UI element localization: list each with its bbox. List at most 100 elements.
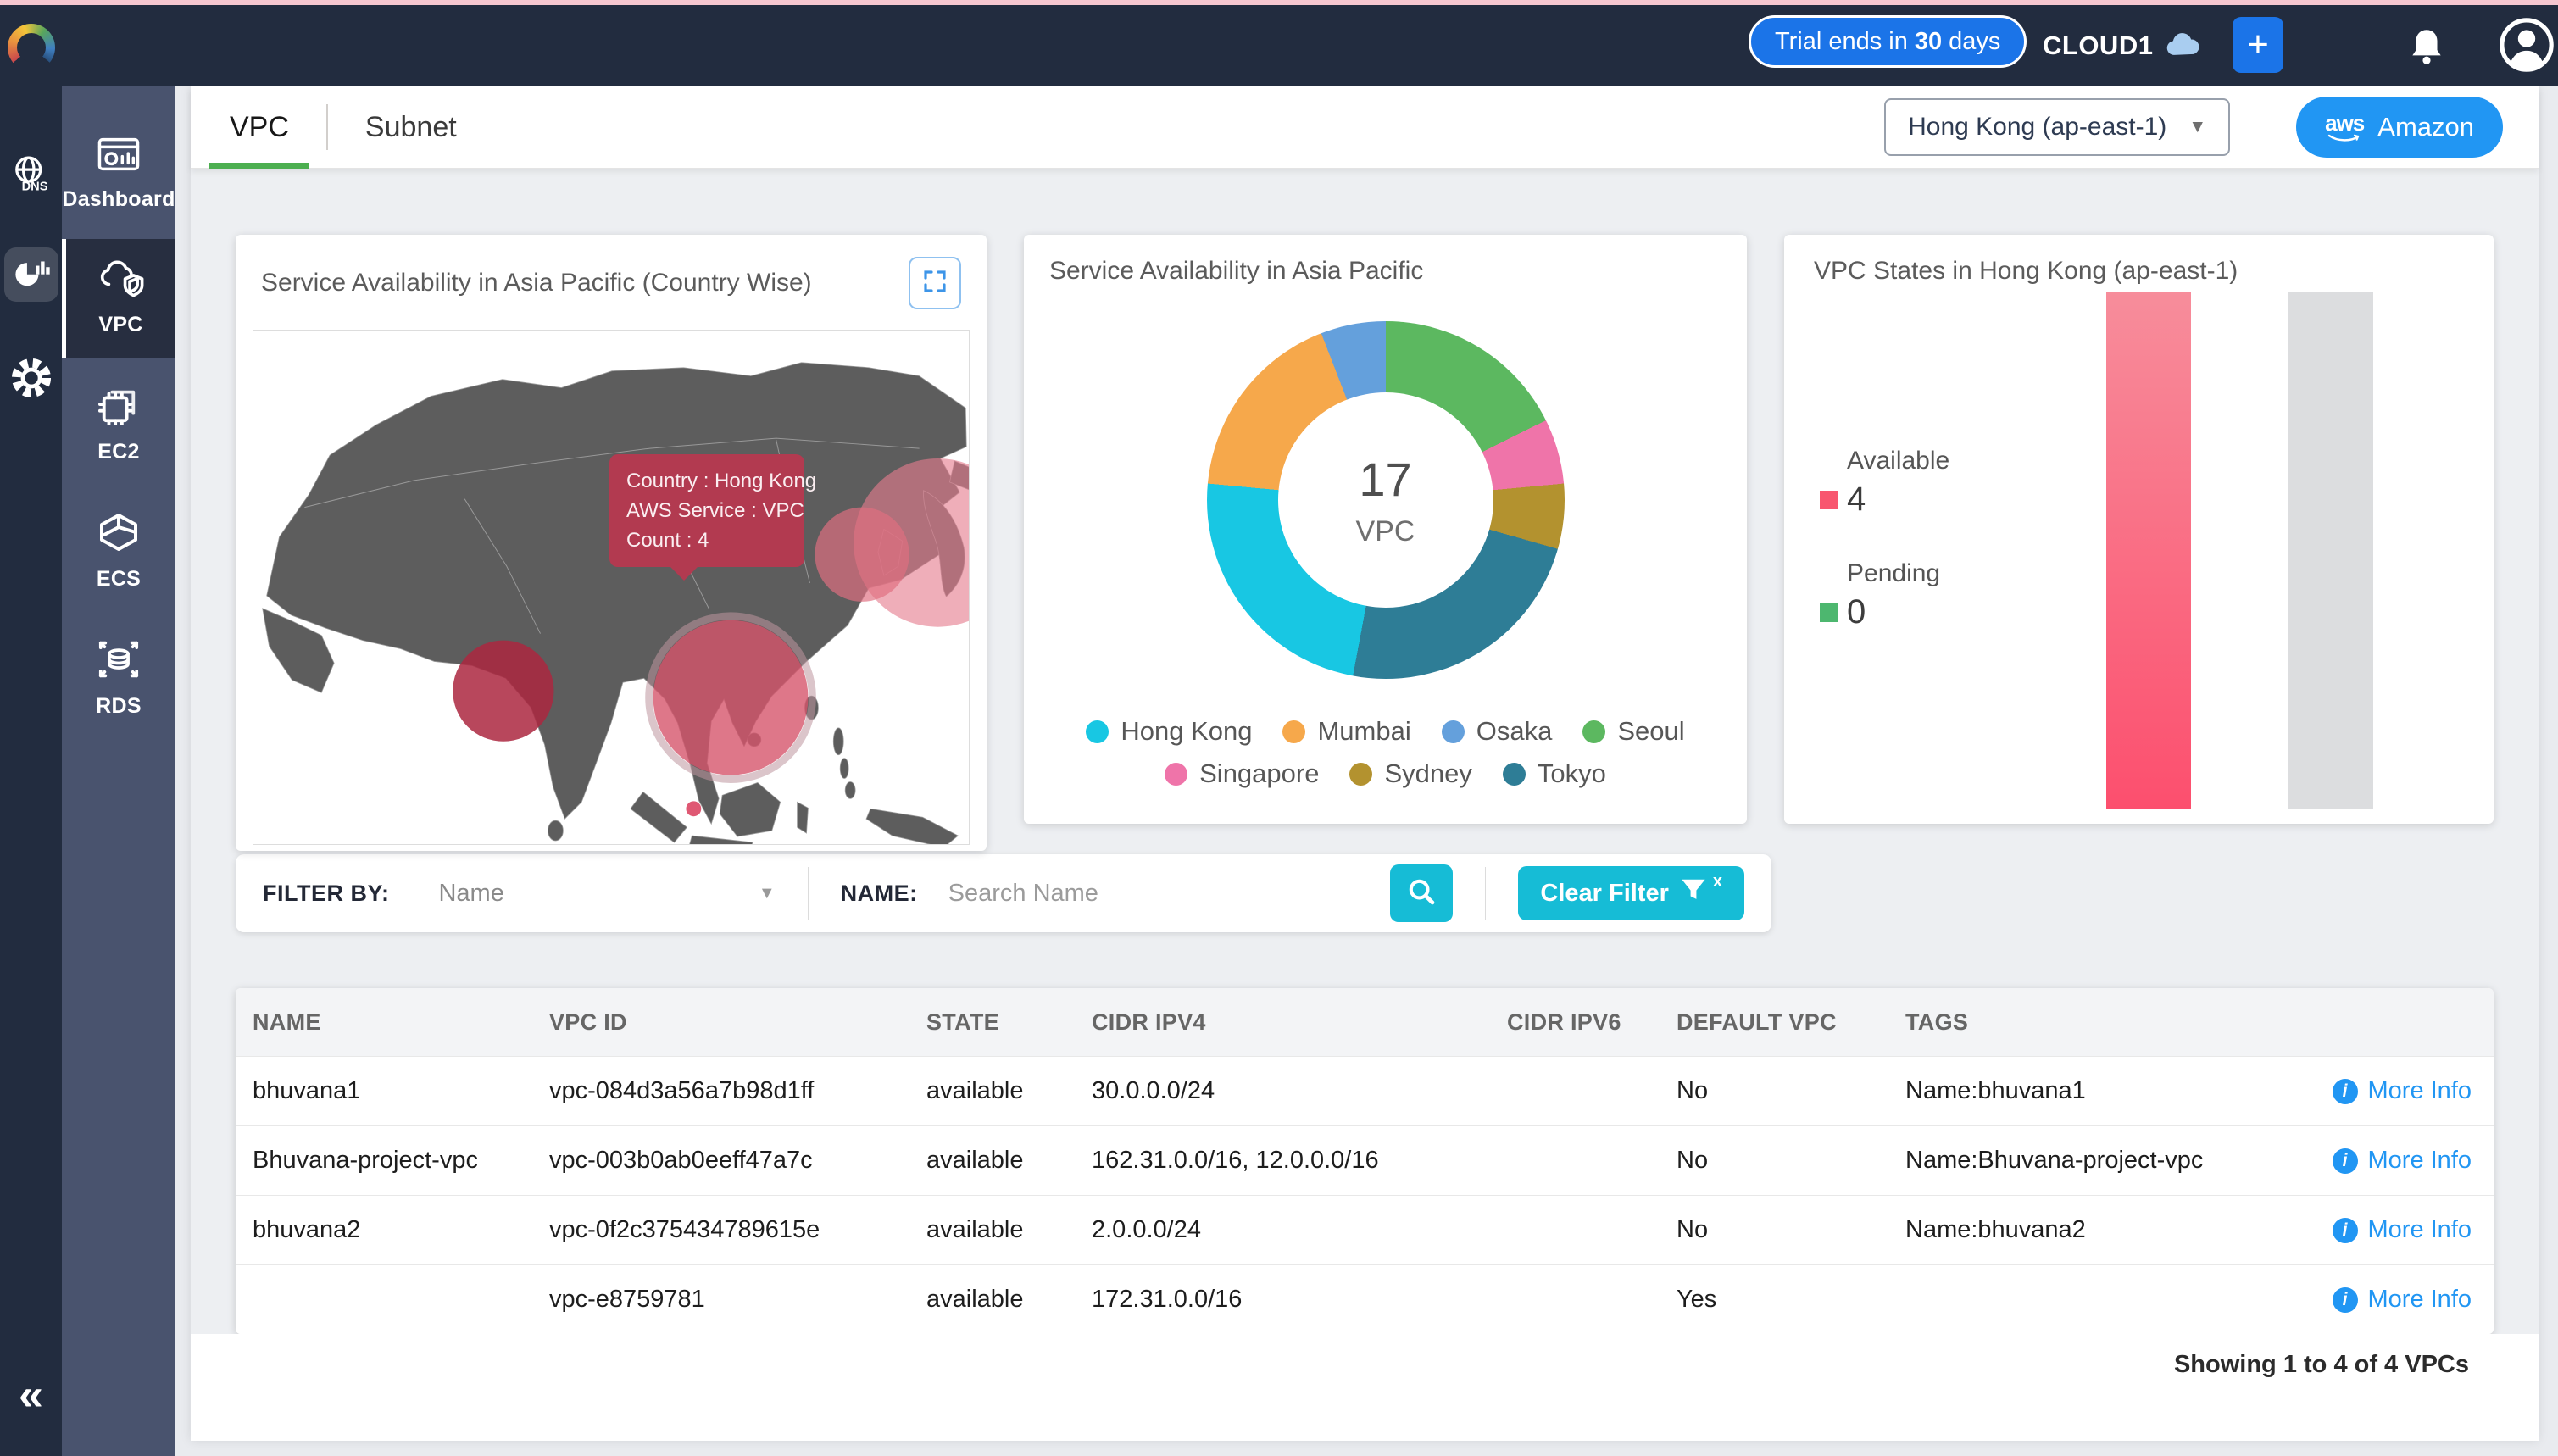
legend-dot xyxy=(1582,720,1606,743)
cell-state: available xyxy=(926,1147,1024,1174)
rail-item-settings[interactable] xyxy=(8,356,55,404)
region-dropdown[interactable]: Hong Kong (ap-east-1) ▼ xyxy=(1884,98,2231,156)
icon-rail: DNS « xyxy=(0,5,62,1456)
sidebar-item-rds[interactable]: RDS xyxy=(62,619,175,739)
sidebar-item-ecs[interactable]: ECS xyxy=(62,492,175,612)
provider-button-label: Amazon xyxy=(2377,112,2474,142)
search-input[interactable] xyxy=(948,879,1391,908)
dns-icon-label: DNS xyxy=(21,181,47,194)
tooltip-count: Count : 4 xyxy=(626,529,709,552)
cell-vpc-id: vpc-0f2c375434789615e xyxy=(549,1216,820,1243)
sidebar-item-label: ECS xyxy=(96,567,142,591)
cell-tags: Name:Bhuvana-project-vpc xyxy=(1905,1147,2204,1174)
chevron-down-icon: ▼ xyxy=(2188,117,2207,136)
gear-icon xyxy=(9,356,53,404)
states-card-title: VPC States in Hong Kong (ap-east-1) xyxy=(1814,257,2238,285)
legend-item[interactable]: Sydney xyxy=(1349,759,1472,789)
available-bar[interactable] xyxy=(2106,292,2191,809)
sidebar-item-ec2[interactable]: EC2 xyxy=(62,364,175,485)
legend-dot xyxy=(1086,720,1109,743)
bubble-india xyxy=(453,640,554,742)
table-row[interactable]: vpc-e8759781 available 172.31.0.0/16 Yes… xyxy=(236,1264,2494,1334)
cell-name: bhuvana1 xyxy=(253,1077,361,1104)
more-info-link[interactable]: i More Info xyxy=(2332,1077,2472,1105)
table-row[interactable]: bhuvana2 vpc-0f2c375434789615e available… xyxy=(236,1195,2494,1264)
legend-label: Seoul xyxy=(1617,716,1685,746)
notifications-bell-icon[interactable] xyxy=(2405,25,2448,68)
sidebar-item-vpc[interactable]: VPC xyxy=(62,239,175,358)
ec2-chip-icon xyxy=(96,385,142,430)
ecs-hexagon-icon xyxy=(97,512,141,557)
filter-x-icon: x xyxy=(1712,871,1722,891)
info-icon: i xyxy=(2332,1078,2358,1104)
pending-bar-track[interactable] xyxy=(2288,292,2373,809)
trial-suffix: days xyxy=(1949,27,2001,55)
cell-cidr-ipv4: 162.31.0.0/16, 12.0.0.0/16 xyxy=(1092,1147,1379,1174)
legend-item[interactable]: Tokyo xyxy=(1502,759,1606,789)
cell-default-vpc: No xyxy=(1677,1147,1709,1174)
donut-chart[interactable]: 17 VPC xyxy=(1206,321,1565,679)
legend-item[interactable]: Hong Kong xyxy=(1086,716,1252,747)
org-name: CLOUD1 xyxy=(2043,31,2154,60)
legend-item[interactable]: Mumbai xyxy=(1282,716,1411,747)
service-sidebar: Dashboard VPC EC2 xyxy=(62,86,175,1456)
tooltip-country: Country : Hong Kong xyxy=(626,470,817,492)
legend-square-pending xyxy=(1820,603,1838,622)
legend-dot xyxy=(1441,720,1465,743)
more-info-link[interactable]: i More Info xyxy=(2332,1216,2472,1244)
sidebar-collapse-button[interactable]: « xyxy=(19,1370,43,1420)
legend-item[interactable]: Seoul xyxy=(1582,716,1685,747)
cell-tags: Name:bhuvana1 xyxy=(1905,1077,2086,1104)
clear-filter-label: Clear Filter xyxy=(1540,879,1669,907)
donut-card-title: Service Availability in Asia Pacific xyxy=(1049,257,1424,285)
add-button[interactable]: + xyxy=(2233,17,2283,73)
filter-divider xyxy=(807,867,809,920)
table-footer: Showing 1 to 4 of 4 VPCs xyxy=(191,1334,2539,1441)
more-info-link[interactable]: i More Info xyxy=(2332,1147,2472,1175)
more-info-link[interactable]: i More Info xyxy=(2332,1286,2472,1314)
legend-label: Sydney xyxy=(1384,759,1472,788)
col-state: STATE xyxy=(926,1009,999,1035)
info-icon: i xyxy=(2332,1217,2358,1243)
cell-cidr-ipv4: 30.0.0.0/24 xyxy=(1092,1077,1215,1104)
donut-center: 17 VPC xyxy=(1277,392,1493,608)
topbar: Trial ends in 30 days CLOUD1 + xyxy=(0,5,2558,86)
search-button[interactable] xyxy=(1390,864,1454,922)
cell-cidr-ipv4: 172.31.0.0/16 xyxy=(1092,1286,1243,1313)
tab-subnet[interactable]: Subnet xyxy=(364,110,457,143)
org-selector[interactable]: CLOUD1 xyxy=(2043,5,2202,86)
legend-item[interactable]: Singapore xyxy=(1165,759,1319,789)
cell-vpc-id: vpc-003b0ab0eeff47a7c xyxy=(549,1147,813,1174)
filter-by-dropdown[interactable]: Name xyxy=(438,879,504,907)
search-icon xyxy=(1405,875,1437,912)
info-icon: i xyxy=(2332,1148,2358,1174)
rail-item-dns[interactable]: DNS xyxy=(8,153,55,195)
sidebar-item-label: EC2 xyxy=(97,440,140,464)
clear-filter-button[interactable]: Clear Filter x xyxy=(1518,866,1744,920)
rail-item-dashboards-active[interactable] xyxy=(3,247,58,302)
chevron-down-icon[interactable]: ▼ xyxy=(758,883,776,903)
cell-vpc-id: vpc-084d3a56a7b98d1ff xyxy=(549,1077,815,1104)
donut-legend-row-2: Singapore Sydney Tokyo xyxy=(1049,759,1721,789)
legend-label-pending: Pending xyxy=(1847,559,1941,587)
cell-tags: Name:bhuvana2 xyxy=(1905,1216,2086,1243)
avatar[interactable] xyxy=(2499,17,2555,73)
map-card: Service Availability in Asia Pacific (Co… xyxy=(236,235,987,851)
legend-item[interactable]: Osaka xyxy=(1441,716,1552,747)
legend-label: Singapore xyxy=(1199,759,1320,788)
table-header: NAME VPC ID STATE CIDR IPV4 CIDR IPV6 DE… xyxy=(236,988,2494,1056)
sidebar-item-label: RDS xyxy=(96,694,142,718)
legend-dot xyxy=(1165,762,1188,786)
donut-unit: VPC xyxy=(1355,515,1415,547)
tab-vpc[interactable]: VPC xyxy=(209,86,309,169)
asia-map[interactable]: Country : Hong Kong AWS Service : VPC Co… xyxy=(253,330,970,845)
trial-badge[interactable]: Trial ends in 30 days xyxy=(1749,15,2027,68)
table-row[interactable]: Bhuvana-project-vpc vpc-003b0ab0eeff47a7… xyxy=(236,1125,2494,1195)
provider-amazon-button[interactable]: aws Amazon xyxy=(2296,97,2503,158)
cloud-icon xyxy=(2165,31,2202,62)
fullscreen-button[interactable] xyxy=(909,257,961,309)
fullscreen-icon xyxy=(922,269,948,298)
table-row[interactable]: bhuvana1 vpc-084d3a56a7b98d1ff available… xyxy=(236,1056,2494,1125)
sidebar-item-dashboard[interactable]: Dashboard xyxy=(62,115,175,232)
col-default-vpc: DEFAULT VPC xyxy=(1677,1009,1837,1035)
